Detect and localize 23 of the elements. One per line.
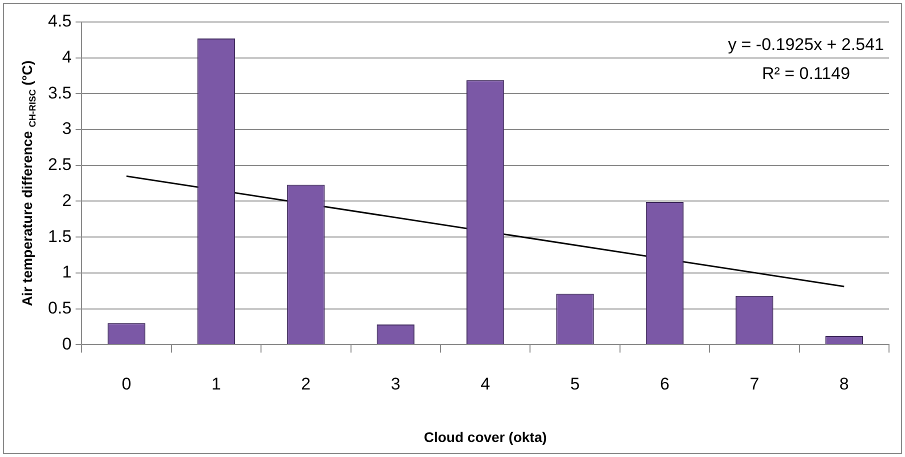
x-tick-label: 2 bbox=[301, 374, 311, 394]
annotation: y = -0.1925x + 2.541 bbox=[728, 35, 884, 54]
annotation: R² = 0.1149 bbox=[762, 64, 850, 83]
y-tick-label: 4 bbox=[62, 48, 72, 67]
y-axis-title: Air temperature difference CH-RISC (°C) bbox=[19, 60, 38, 306]
x-tick-label: 6 bbox=[660, 374, 670, 394]
y-tick-label: 0.5 bbox=[48, 298, 72, 318]
y-tick-label: 3 bbox=[62, 119, 72, 138]
y-tick-label: 4.5 bbox=[48, 12, 72, 31]
y-tick-label: 1.5 bbox=[48, 226, 72, 246]
x-tick-label: 8 bbox=[839, 374, 849, 394]
x-tick-label: 0 bbox=[122, 374, 132, 394]
x-tick-label: 3 bbox=[390, 374, 400, 394]
x-tick-label: 7 bbox=[750, 374, 760, 394]
y-tick-label: 2 bbox=[62, 190, 72, 210]
x-tick-label: 5 bbox=[570, 374, 580, 394]
x-tick-label: 1 bbox=[211, 374, 221, 394]
y-tick-label: 0 bbox=[62, 334, 72, 354]
y-tick-label: 3.5 bbox=[48, 83, 72, 102]
x-axis-title: Cloud cover (okta) bbox=[424, 429, 547, 445]
y-tick-label: 1 bbox=[62, 262, 72, 282]
y-tick-label: 2.5 bbox=[48, 155, 72, 174]
x-tick-label: 4 bbox=[480, 374, 490, 394]
